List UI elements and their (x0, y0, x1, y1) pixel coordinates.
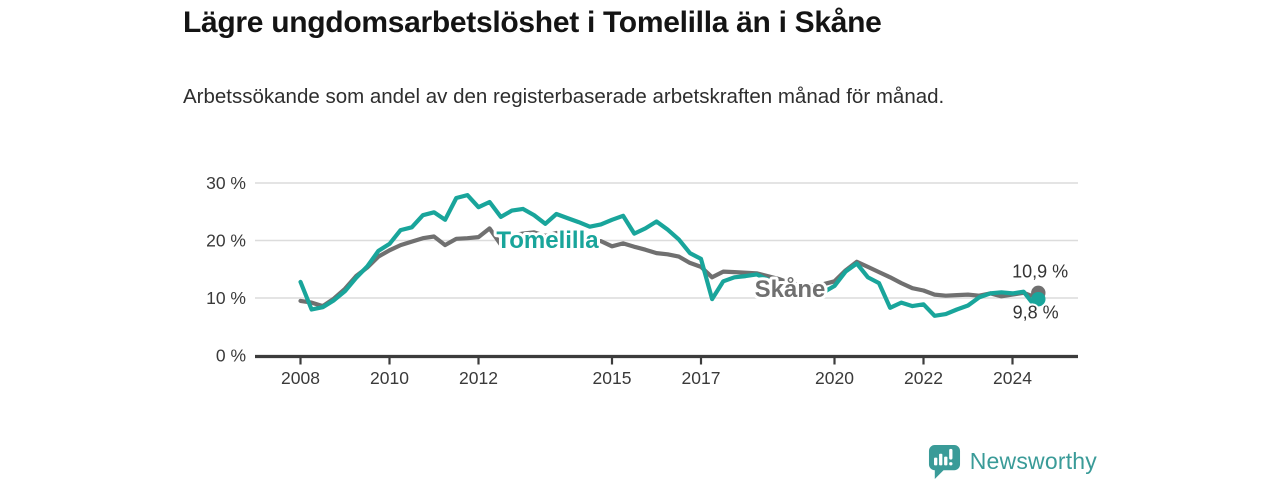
end-value-label: 9,8 % (1013, 302, 1059, 322)
chart-title: Lägre ungdomsarbetslöshet i Tomelilla än… (183, 6, 882, 39)
x-tick-label: 2012 (459, 368, 498, 388)
x-tick-label: 2022 (904, 368, 943, 388)
brand-name: Newsworthy (969, 448, 1097, 474)
end-dot-tomelilla (1031, 291, 1046, 307)
y-tick-label: 10 % (206, 288, 246, 308)
chart-header: Lägre ungdomsarbetslöshet i Tomelilla än… (183, 6, 1083, 41)
x-tick-label: 2008 (281, 368, 320, 388)
y-tick-label: 20 % (206, 231, 246, 251)
newsworthy-logo-icon (928, 445, 960, 479)
x-tick-label: 2015 (593, 368, 632, 388)
series-label-tomelilla: Tomelilla (496, 227, 599, 254)
y-tick-label: 0 % (216, 346, 246, 366)
x-tick-label: 2017 (682, 368, 721, 388)
x-tick-label: 2024 (993, 368, 1032, 388)
newsworthy-logo[interactable]: Newsworthy (928, 444, 1097, 479)
series-line-skne (298, 226, 1041, 309)
x-tick-label: 2010 (370, 368, 409, 388)
x-tick-label: 2020 (815, 368, 854, 388)
end-value-label: 10,9 % (1012, 262, 1068, 282)
y-tick-label: 30 % (206, 173, 246, 193)
series-line-tomelilla (298, 193, 1041, 318)
series-label-skne: Skåne (755, 276, 826, 303)
chart-subtitle: Arbetssökande som andel av den registerb… (183, 85, 945, 108)
